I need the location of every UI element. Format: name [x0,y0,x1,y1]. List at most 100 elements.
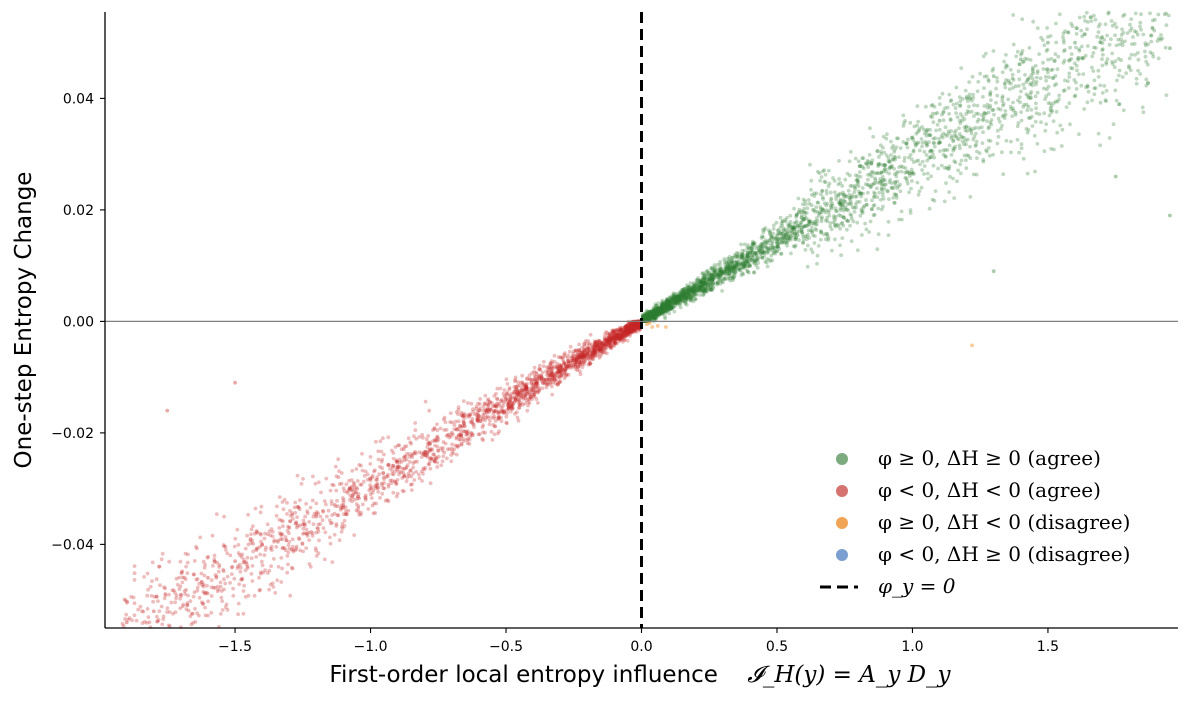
point-agree-positive [653,308,658,313]
point-agree-negative [279,556,284,560]
point-agree-positive [780,236,785,240]
point-agree-positive [832,179,837,183]
point-agree-positive [971,172,976,177]
point-agree-positive [1141,110,1146,115]
point-agree-positive [644,314,649,319]
point-agree-positive [865,190,870,195]
point-agree-positive [645,316,650,320]
point-agree-positive [643,315,648,319]
point-agree-positive [859,191,864,196]
point-agree-negative [259,559,264,564]
point-agree-negative [295,515,299,520]
point-agree-positive [826,184,831,189]
point-agree-positive [878,143,883,148]
point-agree-positive [1026,94,1030,98]
point-agree-positive [671,301,676,305]
point-agree-positive [693,283,698,288]
point-agree-positive [1010,72,1015,77]
point-agree-positive [823,210,828,215]
point-agree-positive [1075,26,1079,31]
point-agree-positive [644,317,648,322]
point-agree-positive [704,272,708,277]
point-agree-positive [1098,40,1102,45]
point-agree-positive [1027,46,1032,50]
point-agree-positive [744,259,748,264]
point-agree-positive [905,181,910,186]
point-agree-positive [962,153,967,158]
point-agree-positive [915,180,920,185]
point-agree-positive [643,315,648,319]
point-agree-positive [651,314,656,318]
point-agree-positive [1105,33,1109,38]
point-agree-positive [949,136,954,141]
point-agree-positive [698,279,703,284]
point-agree-positive [657,311,662,316]
point-agree-positive [833,206,838,211]
point-agree-positive [1072,78,1077,82]
point-agree-positive [660,301,665,306]
point-agree-positive [838,202,843,207]
point-agree-positive [1080,44,1084,49]
point-agree-positive [792,221,797,226]
point-agree-negative [535,381,540,385]
point-agree-positive [1093,46,1098,50]
point-agree-positive [786,236,790,241]
point-agree-positive [1096,30,1101,34]
point-agree-positive [909,167,914,172]
point-agree-positive [784,234,788,239]
point-agree-positive [1061,89,1066,93]
point-agree-positive [700,275,705,280]
point-agree-positive [724,265,729,270]
point-agree-positive [841,214,845,219]
point-agree-positive [751,242,755,247]
point-agree-positive [722,277,727,281]
point-agree-positive [811,207,815,212]
point-agree-positive [678,294,683,299]
point-agree-positive [674,299,679,304]
point-agree-positive [799,228,804,233]
point-agree-positive [850,183,855,188]
point-agree-positive [941,109,946,114]
point-agree-positive [747,255,752,260]
point-agree-negative [270,529,275,534]
point-agree-positive [898,146,903,151]
point-agree-positive [964,158,968,163]
point-agree-positive [928,127,932,132]
point-agree-positive [1020,48,1025,53]
point-agree-positive [1096,24,1101,29]
point-agree-positive [1041,60,1045,65]
point-agree-positive [991,66,996,71]
point-agree-positive [815,253,820,258]
point-agree-positive [1101,52,1105,57]
point-agree-negative [263,548,268,552]
point-agree-positive [798,223,803,228]
point-agree-positive [782,234,786,239]
point-agree-positive [846,188,851,193]
point-agree-positive [655,306,660,311]
point-agree-positive [680,290,684,295]
point-agree-positive [671,297,675,302]
point-agree-positive [826,168,831,173]
point-agree-positive [685,283,689,288]
point-agree-negative [393,445,398,449]
point-agree-positive [945,148,950,152]
point-agree-positive [830,201,835,206]
point-agree-positive [964,112,968,116]
point-agree-positive [875,149,880,153]
point-agree-positive [1133,11,1138,16]
point-agree-positive [847,193,852,197]
point-agree-positive [988,93,993,97]
point-agree-positive [789,251,793,256]
point-agree-positive [683,295,688,300]
point-agree-negative [274,513,279,518]
point-agree-positive [952,159,957,164]
point-agree-positive [858,174,863,179]
point-agree-positive [837,177,841,181]
point-agree-negative [415,459,419,464]
point-agree-negative [356,492,361,496]
point-agree-positive [703,286,708,290]
point-agree-positive [773,249,777,253]
point-agree-positive [982,86,986,90]
point-agree-positive [880,193,885,198]
point-agree-positive [694,278,699,282]
